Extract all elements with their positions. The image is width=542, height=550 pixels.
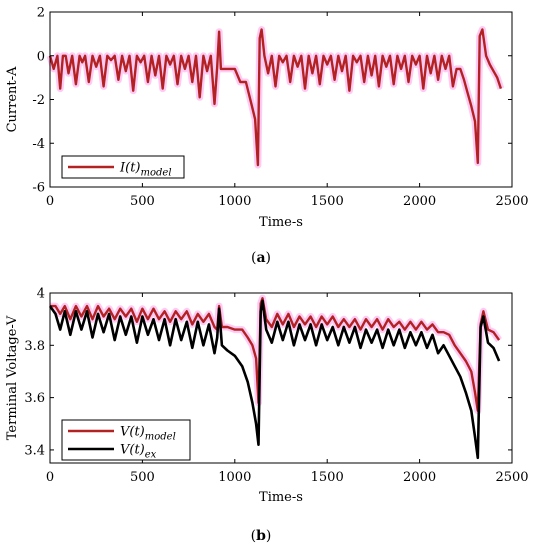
y-tick-label: 0 [37, 49, 45, 64]
y-tick-label: -6 [32, 181, 45, 196]
legend-entry-model: V(t)model [120, 425, 176, 443]
series-model-line [50, 297, 501, 412]
x-tick-label: 0 [46, 194, 54, 209]
legend-box [61, 419, 191, 461]
x-tick-label: 2000 [403, 194, 436, 209]
x-tick-label: 1000 [218, 194, 251, 209]
y-tick-label: 4 [37, 287, 45, 302]
legend-entry-model: I(t)model [119, 161, 172, 179]
x-tick-label: 1500 [311, 470, 344, 485]
legend-box [61, 155, 185, 179]
x-axis-label: Time-s [259, 490, 303, 505]
series-model-halo [46, 26, 505, 169]
y-axis-label: Current-A [5, 66, 20, 132]
x-tick-label: 1500 [311, 194, 344, 209]
y-tick-label: 2 [37, 6, 45, 21]
panel-caption: (a) [251, 250, 271, 266]
series-ex-line [48, 299, 501, 460]
x-tick-label: 2500 [495, 194, 528, 209]
series-model-line [48, 28, 503, 167]
x-tick-label: 2000 [403, 470, 436, 485]
x-tick-label: 500 [130, 470, 155, 485]
legend: I(t)model [61, 155, 185, 179]
panel-a-chart: 0 500 1000 1500 2000 2500 2 0 -2 -4 -6 Time-s Curren… [5, 6, 529, 267]
x-tick-label: 2500 [495, 470, 528, 485]
x-tick-label: 1000 [218, 470, 251, 485]
panel-caption: (b) [251, 528, 272, 544]
y-axis-label: Terminal Voltage-V [5, 315, 20, 440]
legend-entry-ex: V(t)ex [120, 443, 157, 461]
y-tick-label: 3.4 [24, 443, 45, 458]
plot-frame [49, 292, 513, 464]
y-tick-label: -4 [32, 137, 45, 152]
y-tick-label: -2 [32, 93, 45, 108]
x-axis-label: Time-s [259, 215, 303, 230]
y-tick-label: 3.8 [24, 339, 45, 354]
panel-b-chart: 0 500 1000 1500 2000 2500 4 3.8 3.6 3.4 Time-s Term… [5, 287, 529, 545]
y-tick-label: 3.6 [24, 391, 45, 406]
x-tick-label: 500 [130, 194, 155, 209]
x-tick-label: 0 [46, 470, 54, 485]
